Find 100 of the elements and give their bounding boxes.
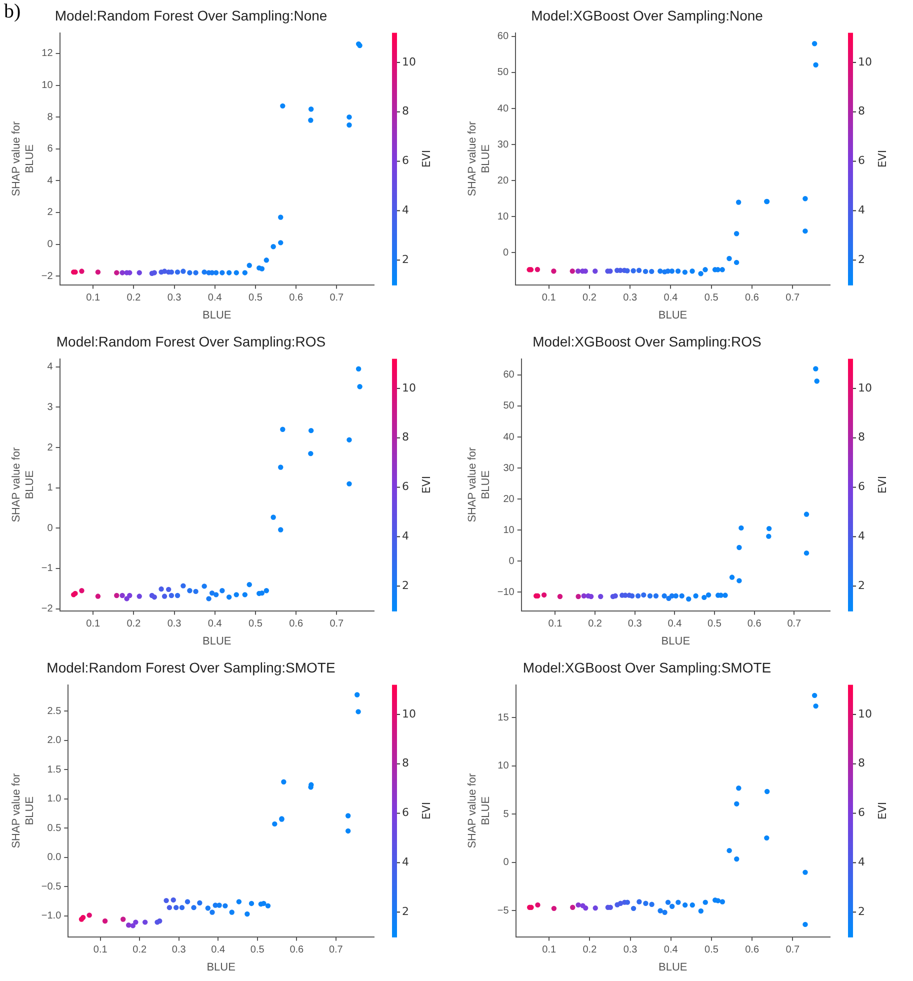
point: [804, 512, 810, 517]
x-tick-label: 0.7: [786, 292, 800, 304]
x-tick-label: 0.2: [126, 618, 142, 630]
chart-title: Model:XGBoost Over Sampling:SMOTE: [522, 659, 772, 676]
y-tick-label: 2.0: [47, 735, 62, 746]
point: [278, 240, 284, 246]
point: [248, 900, 254, 906]
point: [209, 590, 215, 596]
x-tick-label: 0.5: [248, 618, 263, 630]
point: [629, 593, 635, 599]
point: [726, 848, 732, 854]
point: [690, 902, 695, 908]
point: [261, 900, 266, 906]
x-tick-label: 0.4: [668, 618, 682, 630]
point: [229, 910, 234, 915]
point: [675, 268, 681, 274]
y-tick-label: 2.5: [47, 706, 62, 717]
y-axis-title: SHAP value for BLUE: [10, 120, 36, 196]
x-axis-title: BLUE: [658, 961, 688, 974]
x-tick-label: 0.1: [542, 944, 556, 956]
y-tick-label: 40: [503, 432, 515, 443]
y-tick-label: −2: [41, 270, 54, 282]
point: [124, 596, 130, 602]
point: [120, 270, 125, 276]
point: [551, 906, 557, 912]
color-bar-label: 2: [858, 252, 865, 266]
point: [581, 593, 586, 599]
point: [662, 593, 667, 599]
point: [136, 594, 142, 599]
point: [184, 899, 190, 904]
point: [357, 384, 362, 390]
point: [158, 586, 164, 592]
point: [636, 899, 642, 904]
color-bar-label: 2: [402, 904, 409, 918]
x-tick-label: 0.1: [548, 618, 563, 630]
point: [346, 481, 352, 486]
point: [95, 269, 101, 275]
point: [174, 269, 180, 275]
point: [79, 268, 84, 274]
y-tick-label: 60: [497, 31, 509, 42]
point: [702, 594, 707, 600]
y-tick-label: 4: [47, 362, 54, 373]
point: [720, 267, 725, 272]
point: [187, 588, 192, 594]
point: [636, 268, 642, 273]
point: [576, 902, 581, 908]
x-tick-label: 0.4: [211, 944, 226, 956]
point: [242, 592, 248, 598]
color-bar-label: 8: [858, 430, 865, 444]
color-bar-label: 2: [402, 252, 409, 266]
y-tick-label: 0: [502, 247, 509, 258]
y-tick-label: 5: [503, 808, 510, 820]
point: [174, 904, 179, 910]
point: [802, 870, 808, 875]
point: [242, 270, 248, 276]
point: [804, 550, 810, 556]
point: [133, 920, 138, 925]
point: [280, 103, 286, 109]
y-tick-label: 10: [503, 524, 515, 536]
color-bar-title: EVI: [420, 150, 433, 168]
chart-title: Model:Random Forest Over Sampling:SMOTE: [46, 659, 336, 676]
point: [308, 118, 314, 123]
point: [120, 916, 126, 922]
point: [693, 593, 698, 599]
point: [236, 899, 242, 904]
color-bar-title: EVI: [876, 150, 889, 168]
x-tick-label: 0.4: [664, 944, 678, 956]
x-tick-label: 0.1: [93, 944, 108, 956]
color-bar-label: 10: [402, 55, 416, 68]
point: [142, 920, 148, 925]
y-tick-label: −1: [41, 563, 54, 574]
point: [270, 514, 276, 520]
y-tick-label: 0: [503, 857, 510, 868]
point: [557, 594, 563, 600]
y-tick-label: 0: [47, 522, 54, 534]
y-tick-label: 12: [42, 48, 54, 60]
point: [726, 256, 732, 262]
x-tick-label: 0.2: [132, 944, 147, 956]
x-tick-label: 0.5: [708, 618, 722, 630]
color-bar-label: 2: [402, 578, 409, 592]
point: [202, 269, 207, 275]
x-tick-label: 0.4: [208, 292, 222, 304]
point: [551, 268, 556, 274]
point: [592, 905, 598, 911]
point: [736, 200, 742, 205]
point: [690, 268, 695, 274]
point: [246, 582, 252, 588]
point: [202, 584, 207, 589]
x-tick-label: 0.2: [582, 944, 598, 956]
point: [642, 268, 648, 274]
y-tick-label: 30: [503, 462, 515, 474]
color-bar-label: 8: [858, 756, 865, 770]
point: [170, 897, 176, 903]
point: [641, 592, 646, 598]
y-tick-label: 2: [47, 442, 54, 454]
y-tick-label: 50: [497, 67, 509, 78]
point: [157, 918, 162, 924]
y-tick-label: −10: [497, 586, 515, 598]
point: [736, 786, 742, 791]
point: [702, 267, 708, 272]
